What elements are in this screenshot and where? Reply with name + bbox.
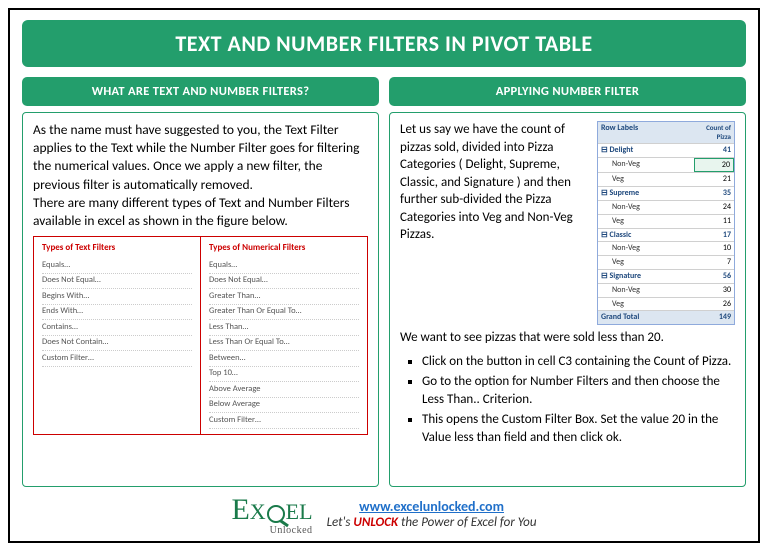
pivot-sub: Veg: [598, 298, 694, 311]
pivot-header-count: Count of Pizza: [694, 122, 734, 143]
logo-el: EL: [286, 499, 313, 524]
pivot-sub-value: 10: [694, 242, 734, 255]
pivot-sub-value: 24: [694, 201, 734, 214]
pivot-sub: Non-Veg: [598, 158, 694, 173]
filter-types-box: Types of Text Filters Equals…Does Not Eq…: [33, 236, 368, 434]
num-filter-option[interactable]: Does Not Equal…: [209, 274, 359, 289]
pivot-sub: Veg: [598, 173, 694, 186]
steps-list: Click on the button in cell C3 containin…: [400, 353, 735, 447]
num-filter-option[interactable]: Above Average: [209, 382, 359, 397]
pivot-sub: Non-Veg: [598, 242, 694, 255]
magnifier-icon: [267, 505, 285, 523]
logo-sub: Unlocked: [231, 527, 312, 535]
pivot-category-value: 35: [694, 187, 734, 200]
text-filters-title: Types of Text Filters: [42, 242, 192, 254]
left-body-text: As the name must have suggested to you, …: [33, 121, 368, 230]
pivot-category-value: 41: [694, 144, 734, 157]
num-filter-option[interactable]: Less Than Or Equal To…: [209, 336, 359, 351]
website-link[interactable]: www.excelunlocked.com: [359, 498, 504, 515]
logo-e: E: [231, 493, 249, 526]
logo: EX EL Unlocked: [231, 493, 312, 535]
left-body: As the name must have suggested to you, …: [22, 112, 379, 487]
pivot-category: ⊟ Supreme: [598, 187, 694, 200]
text-filter-option[interactable]: Custom Filter…: [42, 351, 192, 366]
pivot-sub: Veg: [598, 215, 694, 228]
right-column: APPLYING NUMBER FILTER Let us say we hav…: [389, 77, 746, 487]
pivot-header-rowlabels: Row Labels: [598, 122, 694, 143]
num-filter-option[interactable]: Greater Than…: [209, 289, 359, 304]
logo-x: X: [250, 499, 266, 524]
num-filter-option[interactable]: Between…: [209, 351, 359, 366]
text-filter-option[interactable]: Does Not Contain…: [42, 336, 192, 351]
step-item: Click on the button in cell C3 containin…: [422, 353, 735, 371]
want-line: We want to see pizzas that were sold les…: [400, 329, 735, 347]
pivot-sub: Non-Veg: [598, 201, 694, 214]
step-item: This opens the Custom Filter Box. Set th…: [422, 411, 735, 446]
text-filter-option[interactable]: Does Not Equal…: [42, 274, 192, 289]
num-filters-half: Types of Numerical Filters Equals…Does N…: [201, 237, 367, 433]
left-heading: WHAT ARE TEXT AND NUMBER FILTERS?: [22, 77, 379, 106]
columns: WHAT ARE TEXT AND NUMBER FILTERS? As the…: [22, 77, 746, 487]
pivot-sub-value: 26: [694, 298, 734, 311]
text-filter-option[interactable]: Equals…: [42, 258, 192, 273]
pivot-table: Row LabelsCount of Pizza⊟ Delight41Non-V…: [597, 121, 735, 325]
num-filter-option[interactable]: Greater Than Or Equal To…: [209, 305, 359, 320]
pivot-sub-value: 30: [694, 284, 734, 297]
step-item: Go to the option for Number Filters and …: [422, 373, 735, 408]
num-filter-option[interactable]: Equals…: [209, 258, 359, 273]
footer-text: www.excelunlocked.com Let's UNLOCK the P…: [327, 498, 537, 530]
text-filter-option[interactable]: Begins With…: [42, 289, 192, 304]
pivot-grand-value: 149: [694, 311, 734, 324]
text-filter-option[interactable]: Contains…: [42, 320, 192, 335]
num-filter-option[interactable]: Top 10…: [209, 367, 359, 382]
tag-pre: Let's: [327, 515, 354, 530]
pivot-sub-value: 11: [694, 215, 734, 228]
tag-post: the Power of Excel for You: [398, 515, 536, 530]
right-body: Let us say we have the count of pizzas s…: [389, 112, 746, 487]
pivot-category-value: 17: [694, 229, 734, 242]
right-heading: APPLYING NUMBER FILTER: [389, 77, 746, 106]
pivot-category: ⊟ Classic: [598, 229, 694, 242]
paragraph: As the name must have suggested to you, …: [33, 121, 368, 194]
pivot-sub: Non-Veg: [598, 284, 694, 297]
text-filters-half: Types of Text Filters Equals…Does Not Eq…: [34, 237, 201, 433]
pivot-sub-value: 7: [694, 256, 734, 269]
num-filters-title: Types of Numerical Filters: [209, 242, 359, 254]
footer: EX EL Unlocked www.excelunlocked.com Let'…: [22, 493, 746, 535]
pivot-category-value: 56: [694, 270, 734, 283]
pivot-grand-label: Grand Total: [598, 311, 694, 324]
right-top-row: Let us say we have the count of pizzas s…: [400, 121, 735, 325]
right-intro: Let us say we have the count of pizzas s…: [400, 121, 591, 325]
page-title: TEXT AND NUMBER FILTERS IN PIVOT TABLE: [22, 20, 746, 67]
num-filter-option[interactable]: Below Average: [209, 398, 359, 413]
paragraph: There are many different types of Text a…: [33, 194, 368, 230]
pivot-sub: Veg: [598, 256, 694, 269]
tag-bold: UNLOCK: [353, 515, 398, 530]
text-filter-option[interactable]: Ends With…: [42, 305, 192, 320]
num-filter-option[interactable]: Custom Filter…: [209, 413, 359, 428]
pivot-category: ⊟ Signature: [598, 270, 694, 283]
tagline: Let's UNLOCK the Power of Excel for You: [327, 515, 537, 530]
pivot-sub-value: 21: [694, 173, 734, 186]
pivot-sub-value: 20: [694, 158, 734, 173]
num-filter-option[interactable]: Less Than…: [209, 320, 359, 335]
left-column: WHAT ARE TEXT AND NUMBER FILTERS? As the…: [22, 77, 379, 487]
pivot-category: ⊟ Delight: [598, 144, 694, 157]
main-frame: TEXT AND NUMBER FILTERS IN PIVOT TABLE W…: [8, 8, 760, 543]
